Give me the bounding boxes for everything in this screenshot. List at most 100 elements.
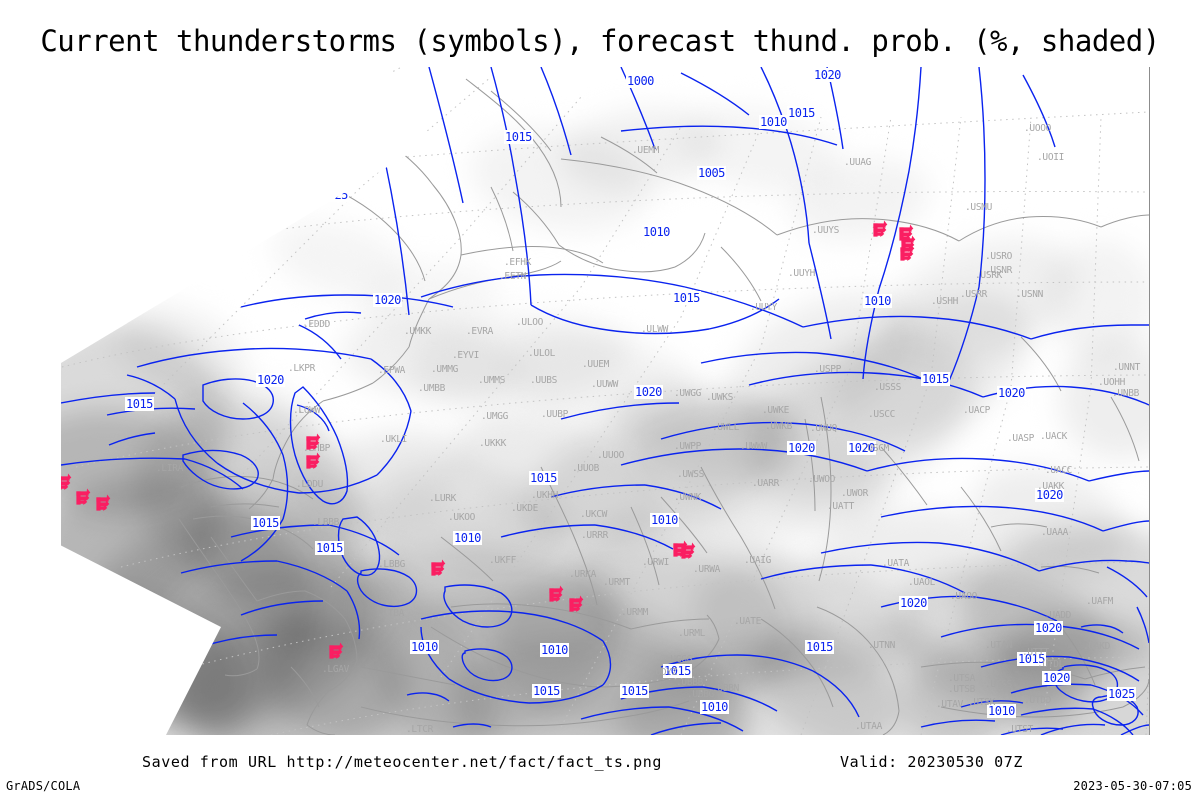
station-label: UTST: [1006, 725, 1033, 735]
thunderstorm-symbol: [304, 433, 322, 451]
map-panel[interactable]: 1000101510201015101010051025101010151010…: [61, 67, 1150, 735]
probability-shade-blob: [1045, 240, 1149, 360]
thunderstorm-symbol: [94, 494, 112, 512]
station-label: UWPP: [674, 442, 701, 452]
station-label: UUYH: [788, 269, 815, 279]
station-label: UACK: [1040, 432, 1067, 442]
station-label: UMMG: [431, 365, 458, 375]
isobar-label: 1010: [700, 700, 729, 714]
station-label: USCC: [868, 410, 895, 420]
station-label: UAKD: [1083, 642, 1110, 652]
station-label: UMGG: [481, 412, 508, 422]
station-label: UTAA: [855, 722, 882, 732]
saved-url-caption: Saved from URL http://meteocenter.net/fa…: [142, 753, 663, 771]
thunderstorm-symbol: [679, 542, 697, 560]
station-label: USRK: [975, 271, 1002, 281]
generation-timestamp: 2023-05-30-07:05: [1073, 779, 1192, 793]
station-label: USHH: [931, 297, 958, 307]
station-label: UATT: [827, 502, 854, 512]
isobar-label: 1020: [256, 373, 285, 387]
page-title: Current thunderstorms (symbols), forecas…: [40, 24, 1160, 58]
station-label: URKA: [569, 570, 596, 580]
station-label: UACP: [963, 406, 990, 416]
thunderstorm-symbol: [898, 244, 916, 262]
station-label: LTBA: [377, 609, 404, 619]
station-label: LKPR: [288, 364, 315, 374]
station-label: UKDE: [511, 504, 538, 514]
isobar-label: 1015: [504, 130, 533, 144]
station-label: UADD: [1044, 611, 1071, 621]
station-label: LDDU: [296, 480, 323, 490]
station-label: UUEM: [582, 360, 609, 370]
station-label: UMKK: [404, 327, 431, 337]
station-label: UTTT: [1022, 648, 1049, 658]
isobar-label: 1005: [697, 166, 726, 180]
station-label: LTCR: [406, 725, 433, 735]
station-label: EFHK: [504, 258, 531, 268]
station-label: USRO: [985, 252, 1012, 262]
station-label: UWOO: [808, 475, 835, 485]
station-label: LURK: [429, 494, 456, 504]
isobar-label: 1010: [453, 531, 482, 545]
station-label: UKFF: [489, 556, 516, 566]
station-label: UASP: [1007, 434, 1034, 444]
station-label: URWA: [693, 565, 720, 575]
station-label: UWKB: [765, 422, 792, 432]
station-label: UTDD: [1024, 696, 1051, 706]
station-label: UACC: [1045, 466, 1072, 476]
station-label: UOHH: [1098, 378, 1125, 388]
station-label: UNBB: [1112, 389, 1139, 399]
station-label: UATA: [882, 559, 909, 569]
station-label: UOOO: [1024, 124, 1051, 134]
thunderstorm-symbol: [61, 473, 73, 491]
station-label: UWLL: [712, 423, 739, 433]
station-label: UUAG: [844, 158, 871, 168]
isobar-label: 1015: [251, 516, 280, 530]
isobar-label: 1010: [759, 115, 788, 129]
station-label: UWUQ: [810, 424, 837, 434]
thunderstorm-symbol: [327, 642, 345, 660]
station-label: USRR: [960, 290, 987, 300]
isobar-label: 1020: [1034, 621, 1063, 635]
station-label: UKLI: [380, 435, 407, 445]
station-label: UUBP: [541, 410, 568, 420]
station-label: UUYY: [750, 303, 777, 313]
station-label: UAIG: [744, 556, 771, 566]
station-label: UTSS: [985, 680, 1012, 690]
station-label: URWI: [642, 558, 669, 568]
station-label: UAFM: [1086, 597, 1113, 607]
station-label: ULOL: [528, 349, 555, 359]
station-label: UWOR: [841, 489, 868, 499]
map-clip: 1000101510201015101010051025101010151010…: [61, 67, 1149, 735]
station-label: UATE: [734, 617, 761, 627]
isobar-label: 1015: [315, 541, 344, 555]
station-label: UKOO: [448, 513, 475, 523]
station-label: UWSS: [677, 470, 704, 480]
thunderstorm-symbol: [74, 488, 92, 506]
station-label: EYVI: [452, 351, 479, 361]
station-label: UTSB: [948, 685, 975, 695]
station-label: UAAA: [1041, 528, 1068, 538]
thunderstorm-symbol: [304, 452, 322, 470]
station-label: UTSA: [948, 674, 975, 684]
isobar-label: 1020: [787, 441, 816, 455]
isobar-label: 1010: [863, 294, 892, 308]
isobar-label: 1010: [540, 643, 569, 657]
station-label: USSS: [874, 383, 901, 393]
isobar-label: 1020: [1042, 671, 1071, 685]
station-label: LHBP: [303, 444, 330, 454]
isobar-label: 1010: [642, 225, 671, 239]
station-label: URMM: [621, 608, 648, 618]
station-label: UTAV: [936, 700, 963, 710]
isobar-label: 1015: [921, 372, 950, 386]
isobar-label: 1020: [813, 68, 842, 82]
isobar-layer: [61, 67, 1149, 735]
station-label: LIRA: [156, 464, 183, 474]
station-label: UOII: [1037, 153, 1064, 163]
station-label: UUWW: [591, 380, 618, 390]
station-label: UTSK: [968, 698, 995, 708]
station-label: EDDD: [303, 320, 330, 330]
station-label: UWKS: [706, 393, 733, 403]
probability-shade-blob: [1060, 340, 1149, 460]
station-label: UMMS: [478, 376, 505, 386]
